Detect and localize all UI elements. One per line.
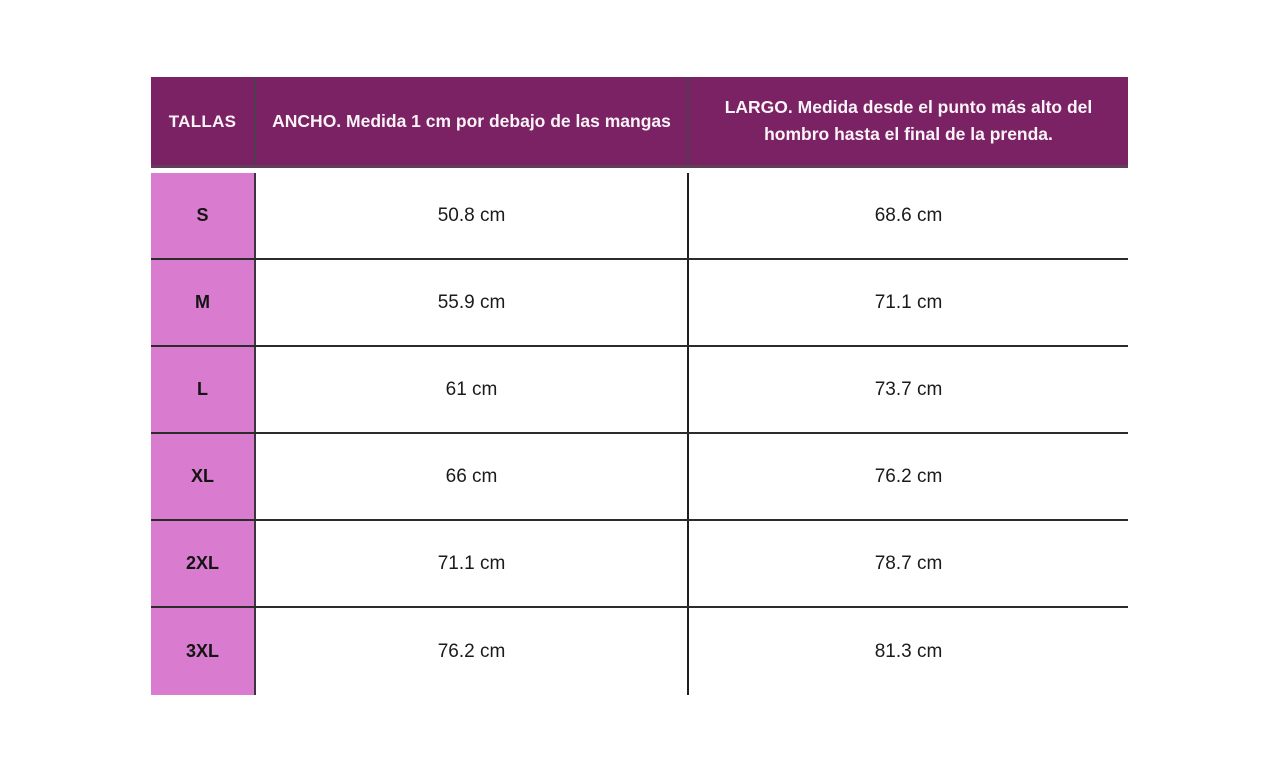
header-cell-tallas: TALLAS (151, 77, 256, 165)
table-body: S 50.8 cm 68.6 cm M 55.9 cm 71.1 cm L 61 cm 73.7… (151, 173, 1128, 695)
size-cell: L (151, 347, 256, 432)
largo-value-cell: 81.3 cm (874, 640, 943, 662)
table-row: S 50.8 cm 68.6 cm (151, 173, 1128, 260)
largo-value-cell: 68.6 cm (874, 204, 943, 226)
largo-value-cell: 71.1 cm (874, 291, 943, 313)
size-cell: XL (151, 434, 256, 519)
ancho-value-cell: 50.8 cm (256, 173, 689, 258)
size-cell: S (151, 173, 256, 258)
table-row: M 55.9 cm 71.1 cm (151, 260, 1128, 347)
ancho-value-cell: 71.1 cm (256, 521, 689, 606)
largo-value-cell: 73.7 cm (874, 378, 943, 400)
table-row: 3XL 76.2 cm 81.3 cm (151, 608, 1128, 695)
table-header-row: TALLAS ANCHO. Medida 1 cm por debajo de … (151, 77, 1128, 168)
table-row: 2XL 71.1 cm 78.7 cm (151, 521, 1128, 608)
table-row: XL 66 cm 76.2 cm (151, 434, 1128, 521)
header-cell-largo: LARGO. Medida desde el punto más alto de… (724, 97, 1093, 144)
ancho-value-cell: 66 cm (256, 434, 689, 519)
size-cell: 3XL (151, 608, 256, 695)
ancho-value-cell: 55.9 cm (256, 260, 689, 345)
ancho-value-cell: 76.2 cm (256, 608, 689, 695)
header-cell-ancho: ANCHO. Medida 1 cm por debajo de las man… (256, 77, 689, 165)
largo-value-cell: 76.2 cm (874, 465, 943, 487)
size-chart-table: TALLAS ANCHO. Medida 1 cm por debajo de … (151, 77, 1128, 695)
largo-value-cell: 78.7 cm (874, 552, 943, 574)
size-cell: M (151, 260, 256, 345)
size-cell: 2XL (151, 521, 256, 606)
ancho-value-cell: 61 cm (256, 347, 689, 432)
table-row: L 61 cm 73.7 cm (151, 347, 1128, 434)
